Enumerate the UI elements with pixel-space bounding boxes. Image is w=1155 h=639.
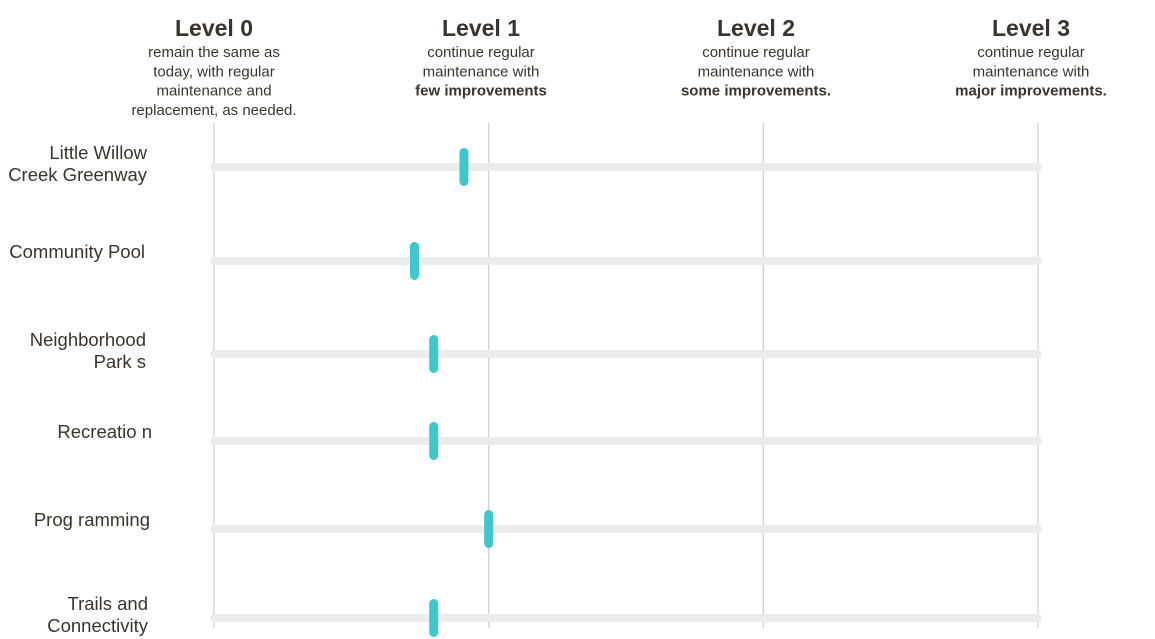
value-marker bbox=[410, 242, 420, 280]
row-label-line: Recreatio n bbox=[57, 421, 152, 442]
level-title: Level 1 bbox=[442, 15, 520, 41]
level-title: Level 3 bbox=[992, 15, 1070, 41]
level-description-line: continue regular bbox=[702, 44, 810, 61]
value-marker bbox=[459, 148, 469, 186]
gridlines bbox=[213, 123, 1039, 628]
value-marker bbox=[429, 335, 439, 373]
level-header-3: Level 3 continue regular maintenance with m… bbox=[955, 15, 1107, 100]
level-description-line: maintenance with bbox=[973, 63, 1090, 80]
level-description-emphasis: major improvements. bbox=[955, 83, 1107, 100]
row-label-line: Park s bbox=[94, 351, 146, 372]
level-description-line: maintenance with bbox=[698, 63, 815, 80]
row-tracks bbox=[210, 163, 1042, 622]
level-description-line: maintenance and bbox=[156, 83, 271, 100]
row-label-line: Trails and bbox=[67, 593, 148, 614]
value-marker bbox=[429, 422, 439, 460]
row-label-line: Community Pool bbox=[9, 241, 145, 262]
row-label-line: Neighborhood bbox=[30, 329, 146, 350]
level-description-line: maintenance with bbox=[423, 63, 540, 80]
row-label-line: Little Willow bbox=[49, 142, 147, 163]
level-description-line: today, with regular bbox=[153, 63, 274, 80]
row-label: Recreatio n bbox=[57, 421, 152, 442]
level-description-line: replacement, as needed. bbox=[131, 102, 296, 119]
level-description-line: continue regular bbox=[427, 44, 535, 61]
level-header-2: Level 2 continue regular maintenance with s… bbox=[681, 15, 831, 100]
value-markers bbox=[410, 148, 494, 637]
level-title: Level 2 bbox=[717, 15, 795, 41]
row-label-line: Prog ramming bbox=[34, 509, 150, 530]
level-headers: Level 0 remain the same as today, with reg… bbox=[131, 15, 1106, 119]
level-title: Level 0 bbox=[175, 15, 253, 41]
level-description-emphasis: few improvements bbox=[415, 83, 547, 100]
value-marker bbox=[484, 510, 494, 548]
level-header-1: Level 1 continue regular maintenance with f… bbox=[415, 15, 547, 100]
row-label: Community Pool bbox=[9, 241, 145, 262]
level-description-line: remain the same as bbox=[148, 44, 280, 61]
row-label: Prog ramming bbox=[34, 509, 150, 530]
level-description-emphasis: some improvements. bbox=[681, 83, 831, 100]
level-header-0: Level 0 remain the same as today, with reg… bbox=[131, 15, 296, 119]
level-description-line: continue regular bbox=[977, 44, 1085, 61]
row-label-line: Connectivity bbox=[47, 615, 149, 636]
row-label-line: Creek Greenway bbox=[8, 164, 148, 185]
value-marker bbox=[429, 599, 439, 637]
